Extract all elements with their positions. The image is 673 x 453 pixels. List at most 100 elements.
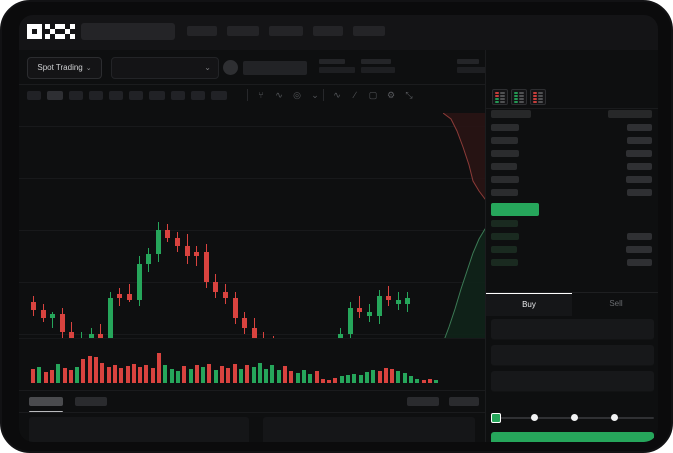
bottom-action-1[interactable] bbox=[407, 397, 439, 406]
chevron-down-icon[interactable]: ⌄ bbox=[311, 90, 319, 100]
timeframe-button-2[interactable] bbox=[47, 91, 63, 100]
tab-open-orders[interactable] bbox=[29, 397, 63, 406]
fullscreen-icon[interactable]: ⤡ bbox=[405, 90, 413, 100]
camera-icon[interactable]: ▢ bbox=[368, 90, 378, 100]
submit-buy-button[interactable] bbox=[491, 432, 654, 442]
compare-icon[interactable]: ◎ bbox=[293, 90, 301, 100]
orderbook-bid-amount bbox=[627, 259, 652, 266]
orderbook-header-price bbox=[491, 110, 531, 118]
tab-sell[interactable]: Sell bbox=[609, 299, 623, 308]
volume-bar bbox=[163, 365, 168, 383]
volume-bar bbox=[409, 376, 413, 383]
slider-dot-75[interactable] bbox=[611, 414, 618, 421]
candle-wick bbox=[100, 324, 102, 338]
candle-body bbox=[367, 312, 372, 316]
volume-bar bbox=[371, 370, 376, 383]
orderbook-bid-price[interactable] bbox=[491, 220, 518, 227]
orderbook-ask-amount bbox=[627, 137, 652, 144]
timeframe-button-4[interactable] bbox=[89, 91, 103, 100]
volume-bar bbox=[144, 365, 149, 383]
volume-bar bbox=[100, 363, 105, 383]
volume-bar bbox=[257, 363, 262, 383]
orderbook-bid-price[interactable] bbox=[491, 259, 518, 266]
slider-dot-25[interactable] bbox=[531, 414, 538, 421]
orderbook-ask-price[interactable] bbox=[491, 124, 519, 131]
okx-logo-icon[interactable] bbox=[27, 24, 75, 39]
candle-body bbox=[213, 282, 219, 292]
order-amount-slider[interactable] bbox=[491, 412, 654, 424]
candle-wick bbox=[71, 322, 73, 338]
volume-bar bbox=[245, 365, 250, 383]
volume-bar bbox=[75, 367, 80, 383]
order-amount-field[interactable] bbox=[491, 345, 654, 366]
orderbook-mode-asks[interactable] bbox=[530, 89, 546, 105]
volume-bar bbox=[150, 368, 155, 383]
volume-bar bbox=[421, 380, 426, 383]
market-type-dropdown[interactable]: Spot Trading ⌄ bbox=[27, 57, 102, 79]
slider-dot-50[interactable] bbox=[571, 414, 578, 421]
tab-buy[interactable]: Buy bbox=[486, 293, 572, 316]
line-chart-icon[interactable]: ∿ bbox=[333, 90, 341, 100]
timeframe-button-6[interactable] bbox=[129, 91, 143, 100]
orderbook-ask-price[interactable] bbox=[491, 137, 518, 144]
drawing-tool-icon[interactable]: ∕ bbox=[354, 90, 356, 100]
candle-body bbox=[395, 300, 401, 304]
settings-gear-icon[interactable]: ⚙ bbox=[386, 90, 396, 100]
volume-bar bbox=[358, 375, 363, 383]
orderbook-mode-both[interactable] bbox=[492, 89, 508, 105]
timeframe-button-7[interactable] bbox=[149, 91, 165, 100]
order-price-field[interactable] bbox=[491, 319, 654, 340]
candle-wick bbox=[129, 284, 130, 302]
candlestick-type-icon[interactable]: ⑂ bbox=[258, 90, 264, 100]
chart-toolbar: ⑂ ∿ ◎ ⌄ ∿ ∕ ▢ ⚙ ⤡ bbox=[19, 84, 485, 107]
timeframe-button-10[interactable] bbox=[211, 91, 227, 100]
timeframe-button-8[interactable] bbox=[171, 91, 185, 100]
volume-bar bbox=[251, 367, 256, 383]
slider-handle[interactable] bbox=[491, 413, 501, 423]
candle-body bbox=[136, 264, 142, 300]
volume-bar bbox=[434, 380, 439, 383]
orderbook-ask-price[interactable] bbox=[491, 176, 519, 183]
nav-item-2[interactable] bbox=[227, 26, 259, 36]
candle-wick bbox=[90, 328, 92, 338]
timeframe-button-3[interactable] bbox=[69, 91, 83, 100]
orderbook-ask-amount bbox=[627, 163, 652, 170]
orderbook-bid-price[interactable] bbox=[491, 233, 519, 240]
orderbook-rows[interactable] bbox=[486, 108, 658, 292]
volume-bar bbox=[396, 371, 401, 383]
volume-bar bbox=[264, 369, 269, 383]
volume-bar bbox=[131, 364, 136, 383]
stat-price-value bbox=[319, 67, 355, 73]
volume-bar bbox=[327, 380, 332, 383]
orderbook-ask-price[interactable] bbox=[491, 150, 519, 157]
candle-wick bbox=[263, 332, 265, 338]
global-search-input[interactable] bbox=[81, 23, 175, 40]
orderbook-mode-bids[interactable] bbox=[511, 89, 527, 105]
bottom-action-2[interactable] bbox=[449, 397, 479, 406]
timeframe-button-1[interactable] bbox=[27, 91, 41, 100]
nav-item-4[interactable] bbox=[313, 26, 343, 36]
order-total-field[interactable] bbox=[491, 371, 654, 392]
volume-bar bbox=[339, 376, 344, 383]
nav-item-3[interactable] bbox=[269, 26, 303, 36]
orderbook-ask-price[interactable] bbox=[491, 163, 517, 170]
nav-item-5[interactable] bbox=[353, 26, 385, 36]
volume-histogram-chart[interactable] bbox=[19, 338, 485, 391]
volume-bar bbox=[31, 369, 35, 383]
toolbar-divider bbox=[323, 89, 324, 101]
volume-bar bbox=[232, 364, 237, 383]
timeframe-button-5[interactable] bbox=[109, 91, 123, 100]
tab-order-history[interactable] bbox=[75, 397, 107, 406]
volume-bar bbox=[62, 368, 67, 383]
volume-bar bbox=[68, 370, 73, 383]
nav-item-1[interactable] bbox=[187, 26, 217, 36]
trading-pair-select[interactable]: ⌄ bbox=[111, 57, 219, 79]
orderbook-ask-amount bbox=[627, 124, 652, 131]
candle-body bbox=[127, 294, 132, 300]
indicators-icon[interactable]: ∿ bbox=[275, 90, 283, 100]
orderbook-ask-price[interactable] bbox=[491, 189, 518, 196]
price-candlestick-chart[interactable] bbox=[19, 106, 485, 338]
volume-bar bbox=[125, 366, 130, 383]
timeframe-button-9[interactable] bbox=[191, 91, 205, 100]
orderbook-bid-price[interactable] bbox=[491, 246, 517, 253]
